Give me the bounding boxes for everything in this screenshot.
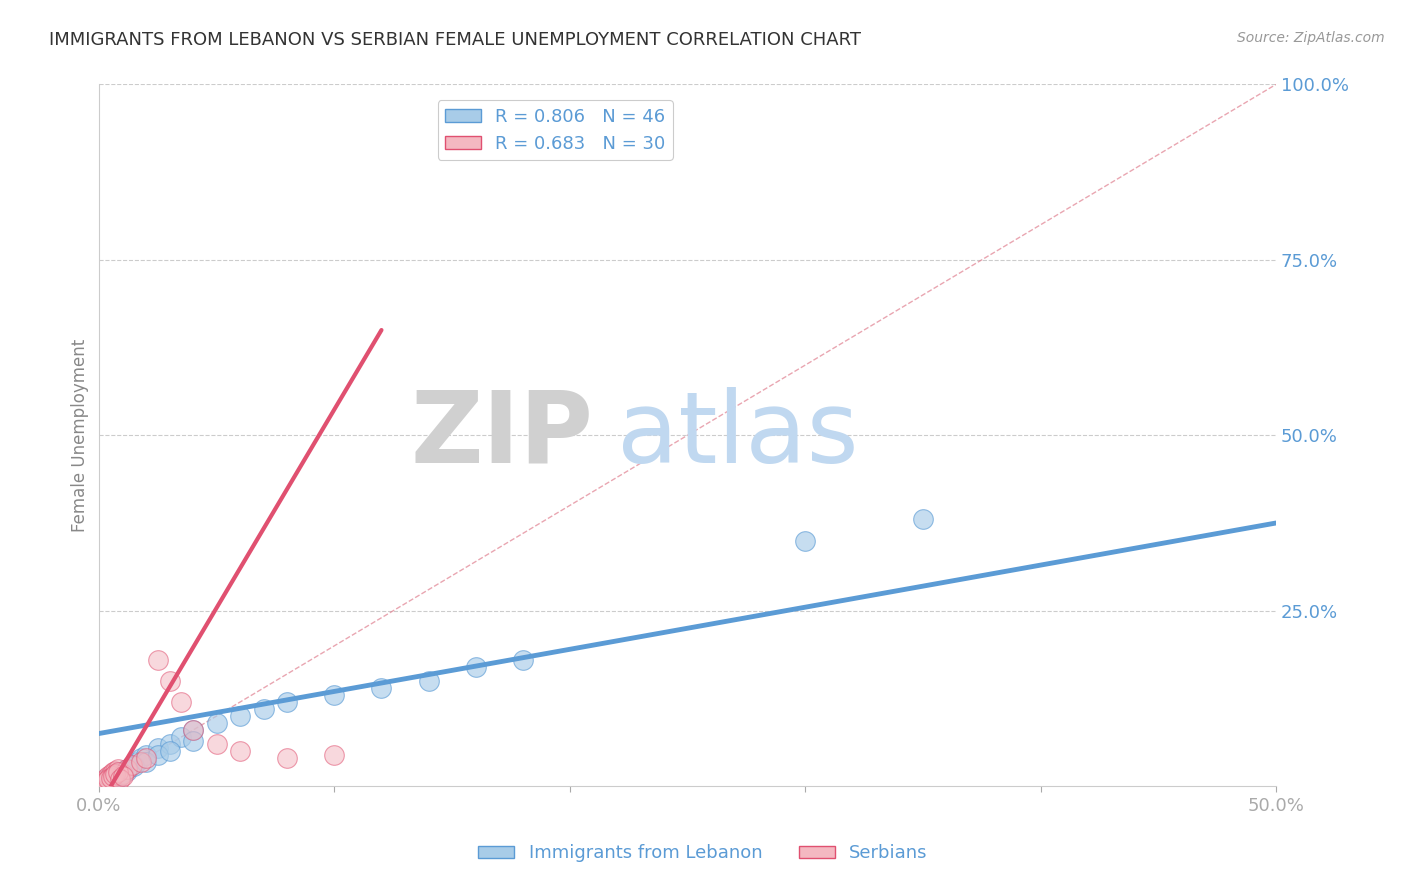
Point	[111, 764, 134, 778]
Point	[97, 771, 120, 785]
Point	[104, 764, 127, 778]
Point	[911, 512, 934, 526]
Point	[135, 755, 157, 769]
Point	[111, 766, 134, 780]
Point	[111, 765, 134, 780]
Point	[97, 769, 120, 783]
Point	[101, 769, 124, 783]
Point	[229, 709, 252, 723]
Point	[121, 758, 143, 772]
Point	[512, 653, 534, 667]
Point	[135, 751, 157, 765]
Point	[104, 766, 127, 780]
Point	[90, 775, 112, 789]
Point	[101, 769, 124, 783]
Point	[170, 695, 193, 709]
Point	[159, 744, 181, 758]
Point	[108, 769, 131, 783]
Point	[131, 751, 153, 765]
Point	[97, 774, 120, 789]
Y-axis label: Female Unemployment: Female Unemployment	[72, 339, 89, 532]
Point	[205, 737, 228, 751]
Point	[107, 771, 129, 785]
Point	[323, 688, 346, 702]
Point	[121, 758, 143, 772]
Point	[100, 773, 122, 788]
Point	[108, 769, 131, 783]
Point	[94, 773, 117, 788]
Point	[100, 772, 122, 786]
Point	[115, 762, 138, 776]
Point	[101, 765, 124, 780]
Point	[111, 769, 134, 783]
Point	[205, 716, 228, 731]
Point	[90, 778, 112, 792]
Text: IMMIGRANTS FROM LEBANON VS SERBIAN FEMALE UNEMPLOYMENT CORRELATION CHART: IMMIGRANTS FROM LEBANON VS SERBIAN FEMAL…	[49, 31, 862, 49]
Point	[418, 673, 440, 688]
Point	[107, 762, 129, 776]
Point	[93, 777, 115, 791]
Point	[104, 769, 127, 783]
Point	[124, 759, 146, 773]
Point	[90, 775, 112, 789]
Point	[94, 771, 117, 785]
Point	[101, 771, 124, 785]
Point	[146, 747, 169, 762]
Point	[170, 730, 193, 744]
Point	[107, 765, 129, 780]
Point	[104, 766, 127, 780]
Point	[159, 673, 181, 688]
Point	[135, 747, 157, 762]
Point	[107, 765, 129, 780]
Legend: Immigrants from Lebanon, Serbians: Immigrants from Lebanon, Serbians	[471, 838, 935, 870]
Point	[181, 733, 204, 747]
Point	[108, 772, 131, 786]
Point	[146, 740, 169, 755]
Point	[100, 771, 122, 785]
Point	[159, 737, 181, 751]
Point	[229, 744, 252, 758]
Point	[131, 755, 153, 769]
Point	[93, 773, 115, 788]
Legend: R = 0.806   N = 46, R = 0.683   N = 30: R = 0.806 N = 46, R = 0.683 N = 30	[437, 101, 673, 160]
Point	[97, 772, 120, 786]
Point	[115, 762, 138, 776]
Point	[464, 660, 486, 674]
Point	[146, 653, 169, 667]
Point	[125, 755, 148, 769]
Point	[370, 681, 392, 695]
Point	[181, 723, 204, 737]
Point	[276, 751, 298, 765]
Text: atlas: atlas	[617, 387, 859, 483]
Point	[253, 702, 276, 716]
Point	[94, 775, 117, 789]
Point	[323, 747, 346, 762]
Point	[181, 723, 204, 737]
Point	[115, 764, 138, 778]
Point	[94, 772, 117, 786]
Text: Source: ZipAtlas.com: Source: ZipAtlas.com	[1237, 31, 1385, 45]
Point	[100, 766, 122, 780]
Point	[794, 533, 817, 548]
Point	[108, 766, 131, 780]
Point	[276, 695, 298, 709]
Text: ZIP: ZIP	[411, 387, 593, 483]
Point	[93, 773, 115, 788]
